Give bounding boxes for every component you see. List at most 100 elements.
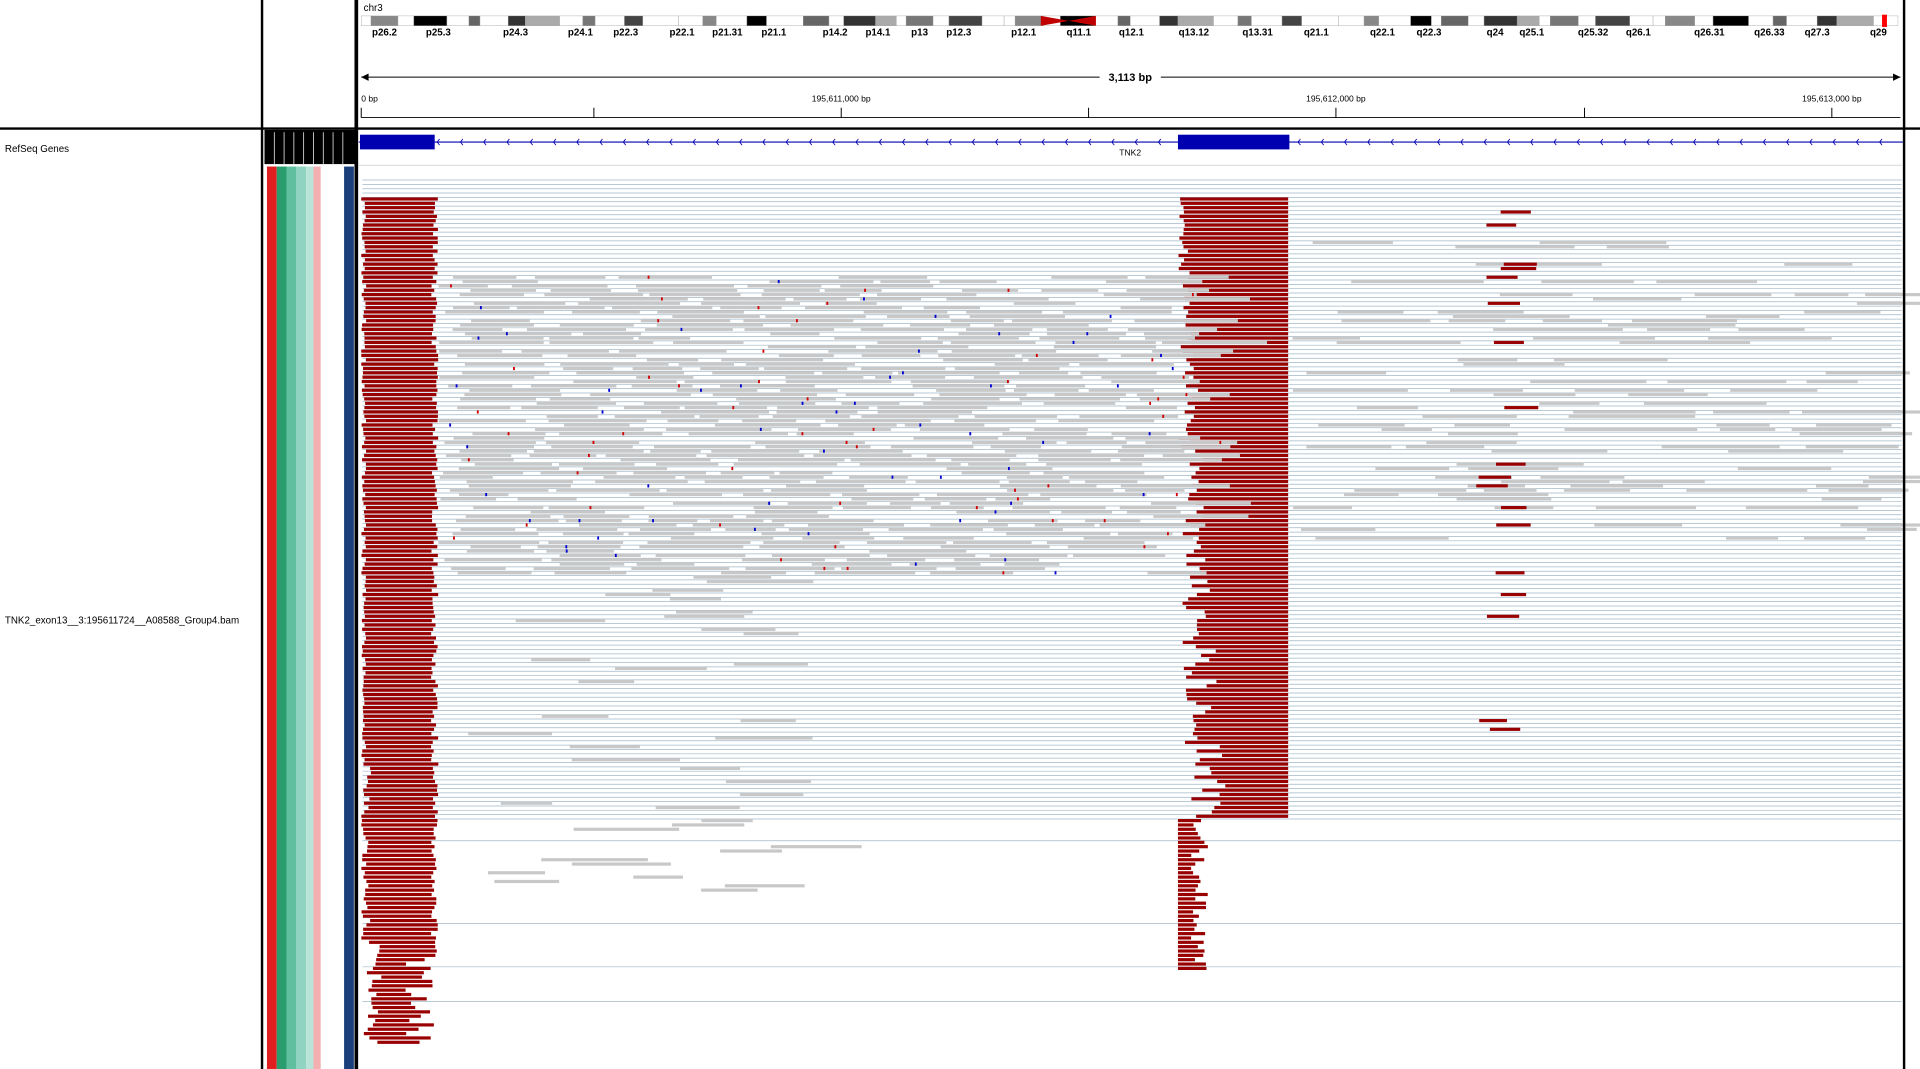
read <box>1381 427 1432 431</box>
read <box>1539 401 1600 405</box>
soft-clip-read <box>365 888 435 892</box>
read <box>940 545 1050 549</box>
soft-clip-read <box>1179 214 1289 218</box>
soft-clip-read <box>361 645 438 649</box>
read <box>950 319 1004 323</box>
soft-clip-read <box>362 375 438 379</box>
read <box>633 875 683 879</box>
attribute-column <box>344 166 354 1069</box>
strand-arrow <box>1088 138 1092 146</box>
read <box>1595 506 1697 510</box>
read <box>700 366 759 371</box>
soft-clip-read <box>363 310 433 314</box>
read <box>851 497 914 501</box>
read <box>1080 371 1157 375</box>
strand-arrow <box>1739 138 1743 146</box>
read <box>1120 353 1221 358</box>
soft-clip-read <box>364 384 437 388</box>
read <box>1452 314 1570 318</box>
soft-clip-read <box>1177 949 1205 953</box>
read <box>545 440 640 445</box>
read <box>582 332 642 336</box>
soft-clip-read <box>365 558 434 562</box>
cytoband-label: p26.2 <box>372 28 398 39</box>
read <box>745 566 835 571</box>
read <box>1530 379 1647 384</box>
mismatch <box>700 388 702 392</box>
cytoband <box>397 15 415 26</box>
read <box>1051 275 1128 279</box>
soft-clip-read <box>1183 232 1289 236</box>
mismatch <box>1042 440 1045 445</box>
mismatch <box>565 545 568 549</box>
soft-clip-read <box>1186 553 1289 558</box>
read <box>860 327 944 331</box>
track-name: RefSeq Genes <box>5 144 69 155</box>
read <box>926 453 1017 458</box>
cytoband <box>1467 15 1485 26</box>
read <box>531 658 591 662</box>
read <box>572 310 640 314</box>
read <box>709 519 764 523</box>
read <box>915 479 1000 484</box>
cytoband <box>1410 15 1432 26</box>
mismatch <box>476 410 479 414</box>
mismatch <box>1007 288 1010 292</box>
read <box>1139 397 1211 401</box>
soft-clip-read <box>362 484 436 488</box>
mismatch <box>513 366 515 371</box>
soft-clip-read <box>1177 827 1196 831</box>
read <box>889 501 941 505</box>
read <box>1656 279 1758 284</box>
read <box>1038 453 1145 458</box>
read <box>1292 388 1408 392</box>
soft-clip-read <box>363 527 438 531</box>
read <box>473 506 544 510</box>
read <box>845 393 915 397</box>
soft-clip-read <box>366 319 436 323</box>
read <box>590 393 691 397</box>
soft-clip-read <box>367 849 432 853</box>
read <box>664 614 745 618</box>
mismatch <box>1157 397 1160 401</box>
read <box>1840 523 1920 527</box>
read <box>1542 319 1602 323</box>
read <box>910 323 971 327</box>
read <box>1491 449 1608 453</box>
read <box>647 540 751 544</box>
read <box>1456 497 1552 501</box>
strand-arrow <box>1785 138 1790 146</box>
read <box>875 375 946 379</box>
attribute-column <box>296 166 307 1069</box>
read <box>569 745 640 749</box>
soft-clip-read <box>1211 771 1289 775</box>
soft-clip-read <box>1196 540 1289 544</box>
mismatch <box>507 432 510 436</box>
mismatch <box>739 384 742 388</box>
read <box>563 514 630 518</box>
soft-clip-read <box>1199 758 1289 762</box>
soft-clip-read <box>364 440 433 445</box>
read <box>1046 462 1142 466</box>
read <box>1570 484 1664 488</box>
mismatch <box>1109 314 1112 318</box>
soft-clip-read <box>1177 905 1206 910</box>
soft-clip-read <box>1185 519 1289 523</box>
mismatch <box>680 327 683 331</box>
centromere <box>1040 15 1096 26</box>
soft-clip-read <box>364 562 438 566</box>
read <box>955 566 1045 571</box>
read <box>841 566 937 571</box>
mismatch <box>919 423 922 427</box>
read <box>459 449 528 453</box>
soft-clip-read <box>1193 414 1289 418</box>
mismatch <box>839 501 842 505</box>
mismatch <box>975 506 978 510</box>
read <box>1126 510 1181 514</box>
read <box>1103 293 1197 297</box>
cytoband <box>1539 15 1551 26</box>
read <box>638 336 691 340</box>
soft-clip-read <box>1190 575 1289 579</box>
read <box>785 375 864 379</box>
read <box>541 714 609 718</box>
